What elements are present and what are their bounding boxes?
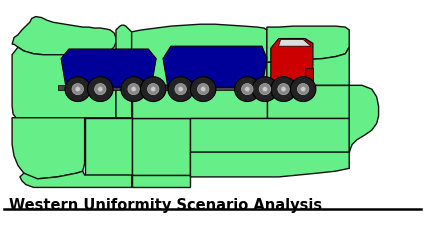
Bar bbox=[75, 88, 104, 92]
Polygon shape bbox=[12, 48, 116, 118]
Circle shape bbox=[94, 84, 106, 95]
Polygon shape bbox=[132, 25, 267, 86]
Polygon shape bbox=[267, 48, 349, 86]
Circle shape bbox=[271, 77, 296, 102]
Circle shape bbox=[72, 84, 83, 95]
Bar bbox=[280, 88, 306, 92]
Polygon shape bbox=[190, 118, 349, 153]
Polygon shape bbox=[116, 26, 132, 118]
Polygon shape bbox=[20, 172, 132, 188]
Circle shape bbox=[300, 87, 306, 92]
Circle shape bbox=[98, 87, 103, 92]
Circle shape bbox=[290, 77, 316, 102]
Circle shape bbox=[141, 77, 166, 102]
Circle shape bbox=[278, 84, 289, 95]
Polygon shape bbox=[132, 118, 190, 175]
Bar bbox=[58, 86, 308, 91]
Circle shape bbox=[65, 77, 91, 102]
Bar bbox=[305, 69, 313, 88]
Circle shape bbox=[298, 84, 309, 95]
Polygon shape bbox=[279, 40, 311, 47]
Circle shape bbox=[198, 84, 209, 95]
Circle shape bbox=[241, 84, 253, 95]
Circle shape bbox=[147, 84, 159, 95]
Circle shape bbox=[88, 77, 113, 102]
Bar bbox=[130, 88, 157, 92]
Circle shape bbox=[252, 77, 278, 102]
Polygon shape bbox=[12, 17, 116, 55]
Polygon shape bbox=[267, 86, 349, 118]
Circle shape bbox=[121, 77, 146, 102]
Circle shape bbox=[201, 87, 206, 92]
Circle shape bbox=[175, 84, 187, 95]
Circle shape bbox=[262, 87, 267, 92]
Bar bbox=[178, 88, 207, 92]
Circle shape bbox=[168, 77, 193, 102]
Circle shape bbox=[128, 84, 139, 95]
Bar bbox=[244, 88, 269, 92]
Circle shape bbox=[131, 87, 136, 92]
Polygon shape bbox=[85, 118, 132, 175]
Polygon shape bbox=[163, 47, 267, 88]
Polygon shape bbox=[267, 27, 349, 63]
Polygon shape bbox=[190, 153, 349, 177]
Polygon shape bbox=[12, 118, 85, 179]
Polygon shape bbox=[271, 39, 313, 88]
Circle shape bbox=[178, 87, 183, 92]
Polygon shape bbox=[132, 175, 190, 188]
Circle shape bbox=[150, 87, 156, 92]
Circle shape bbox=[245, 87, 250, 92]
Polygon shape bbox=[349, 86, 379, 153]
Circle shape bbox=[75, 87, 80, 92]
Circle shape bbox=[235, 77, 260, 102]
Polygon shape bbox=[61, 50, 156, 88]
Circle shape bbox=[281, 87, 286, 92]
Polygon shape bbox=[132, 86, 267, 118]
Circle shape bbox=[190, 77, 216, 102]
Text: Western Uniformity Scenario Analysis: Western Uniformity Scenario Analysis bbox=[9, 197, 322, 212]
Circle shape bbox=[259, 84, 271, 95]
